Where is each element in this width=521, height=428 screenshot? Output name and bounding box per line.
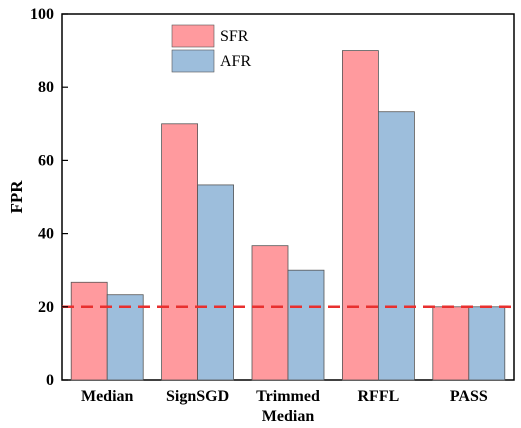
- bar-afr: [106, 294, 144, 381]
- y-tick-label: 0: [46, 372, 54, 389]
- bar-sfr: [432, 306, 470, 381]
- y-tick-label: 40: [38, 226, 54, 243]
- x-axis-ticks: Median SignSGD Trimmed Median RFFL PASS: [81, 388, 488, 425]
- y-tick-label: 60: [38, 152, 54, 169]
- y-tick-label: 100: [30, 6, 54, 23]
- x-tick-label: Median: [81, 388, 134, 405]
- bar-sfr: [251, 245, 289, 381]
- legend: SFR AFR: [171, 24, 251, 73]
- x-tick-label: SignSGD: [166, 388, 229, 405]
- y-axis-ticks: 0 20 40 60 80 100: [30, 6, 68, 389]
- x-tick-label: Trimmed Median: [256, 388, 320, 425]
- legend-swatch-afr: [171, 49, 215, 73]
- y-tick-label: 20: [38, 299, 54, 316]
- x-tick-label: RFFL: [358, 388, 400, 405]
- legend-swatch-sfr: [171, 24, 215, 48]
- bars-group: [70, 50, 506, 381]
- bar-sfr: [70, 281, 108, 381]
- bar-sfr: [341, 50, 379, 381]
- y-axis-label: FPR: [7, 180, 26, 214]
- legend-label-sfr: SFR: [220, 28, 249, 45]
- x-tick-label: PASS: [450, 388, 488, 405]
- legend-label-afr: AFR: [220, 53, 251, 70]
- bar-afr: [197, 184, 235, 381]
- bar-afr: [377, 111, 415, 381]
- bar-afr: [468, 306, 506, 381]
- y-tick-label: 80: [38, 79, 54, 96]
- bar-sfr: [161, 123, 199, 381]
- bar-afr: [287, 269, 325, 381]
